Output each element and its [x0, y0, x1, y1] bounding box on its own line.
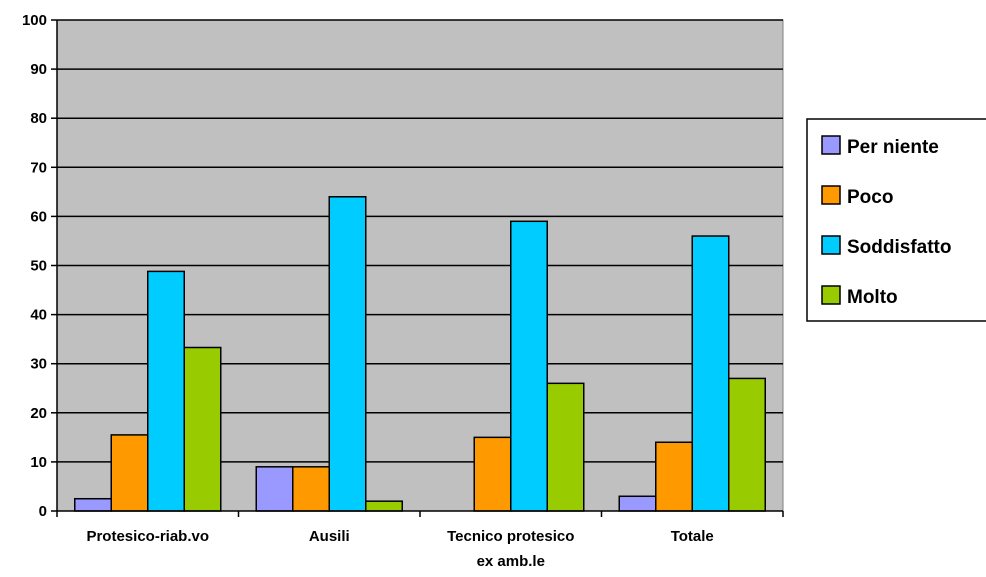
x-category-label: Totale — [671, 528, 714, 545]
legend-label: Poco — [847, 187, 893, 208]
bar — [147, 270, 185, 512]
y-tick-label: 60 — [30, 208, 47, 225]
bar — [110, 434, 149, 512]
legend-label: Molto — [847, 287, 898, 308]
y-tick-label: 0 — [39, 503, 47, 520]
bar — [728, 377, 766, 512]
x-category-label: Protesico-riab.vo — [86, 528, 209, 545]
bar — [74, 497, 112, 512]
bar — [255, 466, 294, 512]
bar — [292, 466, 330, 512]
x-category-label: Tecnico protesico — [447, 528, 574, 545]
bar — [546, 382, 585, 512]
bar — [365, 500, 403, 512]
y-tick-label: 70 — [30, 159, 47, 176]
bar — [473, 436, 512, 512]
legend: Per niente Poco Soddisfatto Molto — [806, 118, 986, 322]
bar — [183, 346, 222, 512]
y-tick-label: 20 — [30, 405, 47, 422]
y-tick-label: 80 — [30, 110, 47, 127]
bars — [74, 196, 766, 512]
bar — [510, 220, 548, 512]
legend-swatch — [821, 185, 841, 205]
bar — [691, 235, 730, 512]
x-category-label: Ausili — [309, 528, 350, 545]
bar — [655, 441, 693, 512]
axes — [51, 19, 784, 517]
y-tick-label: 10 — [30, 454, 47, 471]
bar — [328, 196, 367, 512]
x-axis-category-labels: Protesico-riab.vo Ausili Tecnico protesico… — [86, 528, 713, 570]
legend-label: Per niente — [847, 137, 939, 158]
bar — [618, 495, 657, 512]
y-tick-label: 40 — [30, 307, 47, 324]
y-tick-label: 90 — [30, 61, 47, 78]
y-tick-label: 30 — [30, 356, 47, 373]
x-category-label: ex amb.le — [477, 553, 545, 570]
y-tick-label: 50 — [30, 258, 47, 275]
y-tick-label: 100 — [22, 12, 47, 29]
legend-swatch — [821, 235, 841, 255]
y-axis-tick-labels: 0 10 20 30 40 50 60 70 80 90 100 — [22, 12, 47, 520]
legend-swatch — [821, 135, 841, 155]
legend-label: Soddisfatto — [847, 237, 952, 258]
legend-swatch — [821, 285, 841, 305]
